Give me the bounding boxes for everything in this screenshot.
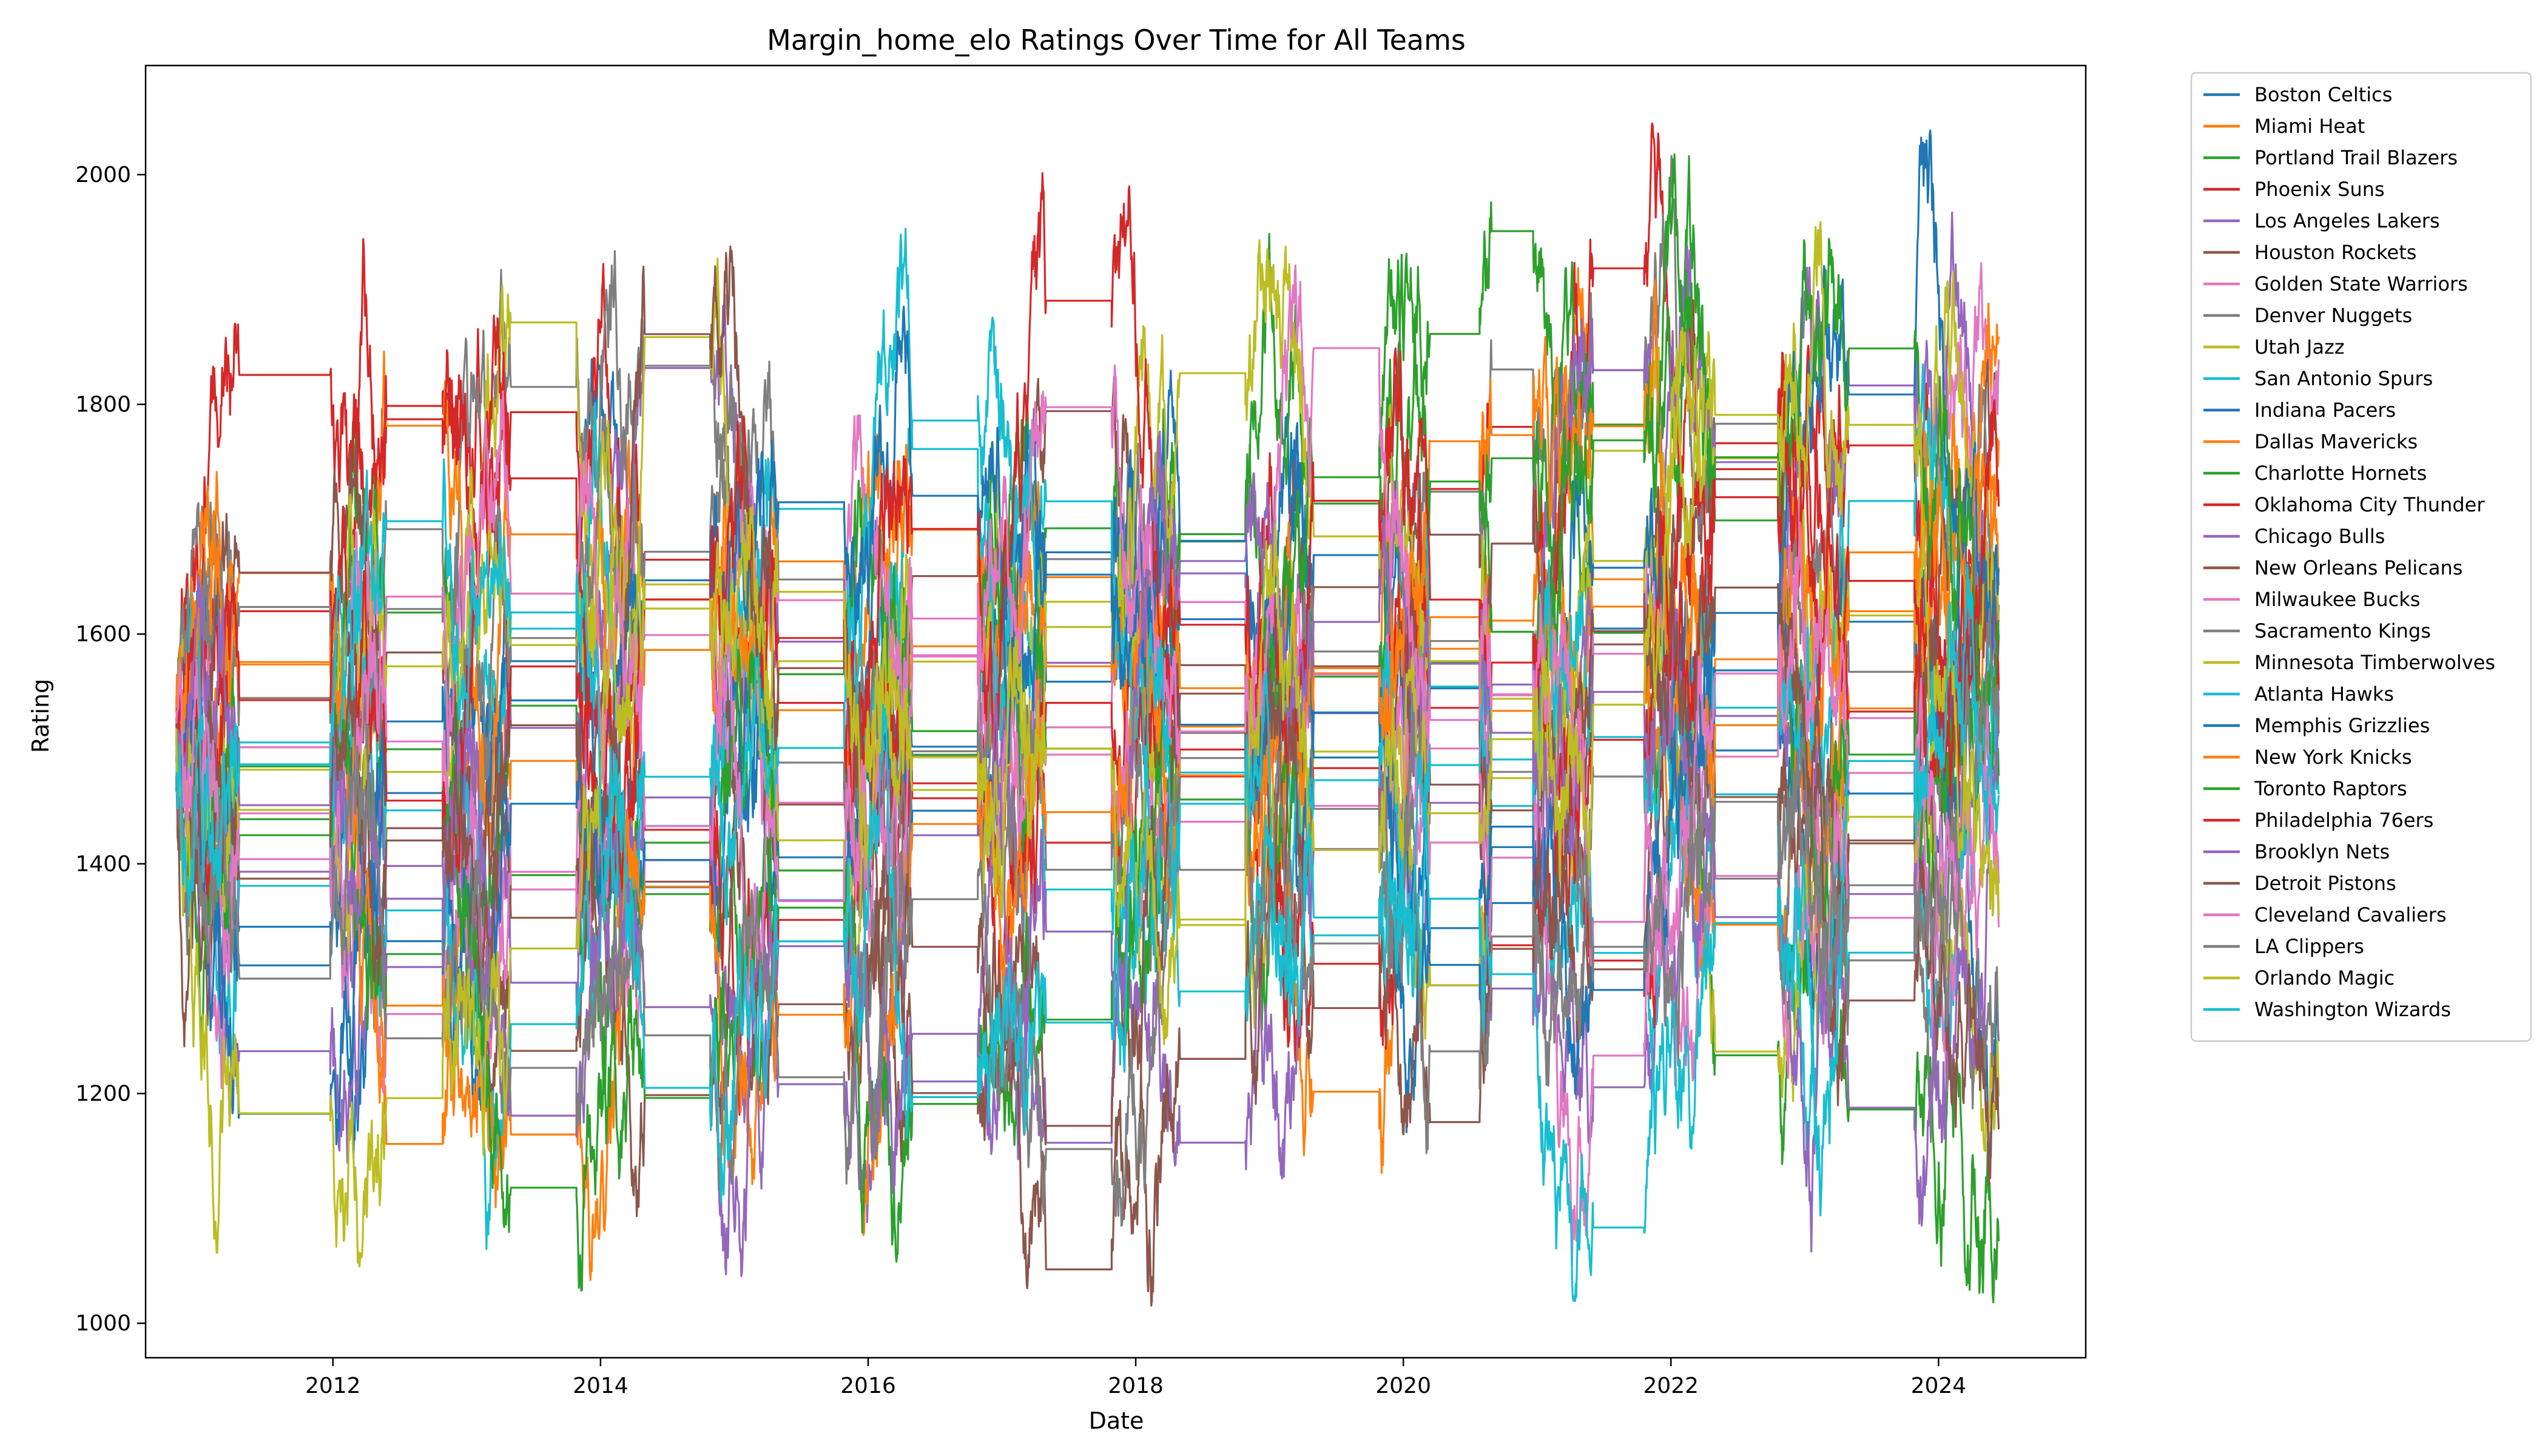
x-tick-label: 2018 [1108,1373,1164,1398]
legend-entry: Denver Nuggets [2254,304,2412,327]
legend-entry: Minnesota Timberwolves [2254,651,2495,674]
y-axis-ticks: 1000 1200 1400 1600 1800 2000 [75,163,146,1336]
legend-entry: Golden State Warriors [2254,272,2468,295]
series-line-orlando-magic [175,221,2000,1268]
legend-entry: Los Angeles Lakers [2254,209,2440,232]
series-line-washington-wizards [175,458,2000,1303]
legend-entry: Indiana Pacers [2254,399,2396,422]
legend-entry: New York Knicks [2254,746,2412,769]
y-tick-label: 1600 [75,622,131,647]
legend-entry: Washington Wizards [2254,998,2451,1021]
legend-entry: San Antonio Spurs [2254,367,2433,390]
legend-entry: Dallas Mavericks [2254,430,2418,453]
legend-entry: Sacramento Kings [2254,619,2431,642]
series-line-san-antonio-spurs [175,316,2000,1167]
x-axis-label: Date [1089,1407,1144,1434]
legend-entry: Detroit Pistons [2254,872,2396,895]
legend-entry: Utah Jazz [2254,335,2345,359]
x-tick-label: 2012 [305,1373,361,1398]
legend-entry: Portland Trail Blazers [2254,146,2458,169]
legend-entry: Philadelphia 76ers [2254,809,2433,832]
series-line-la-clippers [175,607,2000,1227]
legend-entry: Brooklyn Nets [2254,840,2390,863]
x-tick-label: 2016 [840,1373,896,1398]
legend-entry: Houston Rockets [2254,241,2416,264]
x-tick-label: 2020 [1375,1373,1431,1398]
x-axis-ticks: 2012 2014 2016 2018 2020 2022 2024 [305,1358,1966,1398]
y-axis-label: Rating [27,679,54,753]
legend-entry: Charlotte Hornets [2254,462,2427,485]
legend-entry: Atlanta Hawks [2254,682,2394,706]
legend-entry: Phoenix Suns [2254,178,2385,201]
legend-box [2190,72,2532,1042]
legend-entry: Oklahoma City Thunder [2254,493,2485,516]
chart-title: Margin_home_elo Ratings Over Time for Al… [767,24,1466,56]
series-line-cleveland-cavaliers [175,265,2000,1012]
x-tick-label: 2024 [1911,1373,1967,1398]
y-tick-label: 1000 [75,1311,131,1336]
x-tick-label: 2014 [573,1373,629,1398]
y-tick-label: 1400 [75,852,131,877]
legend-entry: New Orleans Pelicans [2254,556,2462,579]
legend-entry: LA Clippers [2254,935,2364,958]
legend-entry: Memphis Grizzlies [2254,714,2430,737]
y-tick-label: 1200 [75,1082,131,1107]
legend-entry: Boston Celtics [2254,83,2392,106]
legend: Boston Celtics Miami Heat Portland Trail B… [2190,72,2532,1042]
y-tick-label: 1800 [75,393,131,417]
legend-entry: Toronto Raptors [2254,777,2407,800]
legend-entry: Orlando Magic [2254,966,2395,989]
x-tick-label: 2022 [1643,1373,1699,1398]
legend-entry: Milwaukee Bucks [2254,588,2420,611]
y-tick-label: 2000 [75,163,131,187]
series-line-detroit-pistons [175,245,2000,1289]
legend-entry: Miami Heat [2254,115,2365,138]
plot-frame [144,64,2087,1359]
series-layer [175,123,2000,1307]
legend-entry: Chicago Bulls [2254,525,2385,548]
legend-entry: Cleveland Cavaliers [2254,903,2447,926]
